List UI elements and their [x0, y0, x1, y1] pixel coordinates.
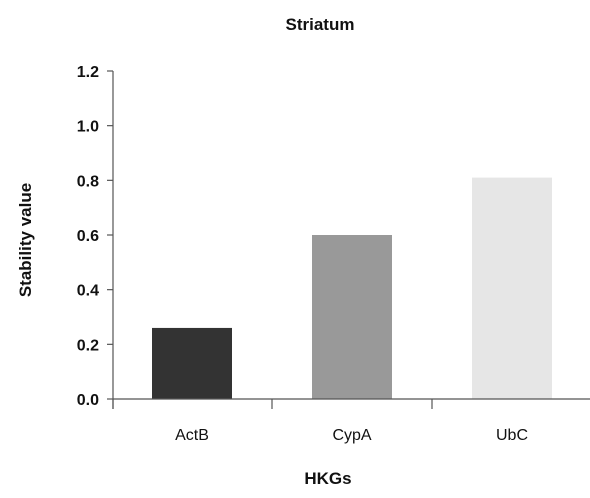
x-tick-label: CypA: [332, 427, 371, 444]
y-tick-label: 0.6: [77, 228, 99, 245]
y-tick-label: 1.0: [77, 119, 99, 136]
y-tick-label: 0.4: [77, 283, 99, 300]
bar-actb: [152, 327, 232, 399]
bar-ubc: [472, 177, 552, 399]
bar-cypa: [312, 235, 392, 399]
y-tick-label: 1.2: [77, 64, 99, 81]
x-axis-ticks: ActB CypA UbC: [112, 399, 528, 444]
x-axis-title: HKGs: [304, 469, 351, 488]
bar-series: [152, 177, 552, 399]
x-tick-label: UbC: [496, 427, 528, 444]
chart-title: Striatum: [286, 15, 355, 34]
y-tick-label: 0.8: [77, 173, 99, 190]
y-axis-ticks: 0.0 0.2 0.4 0.6 0.8 1.0 1.2: [77, 64, 113, 409]
y-tick-label: 0.0: [77, 392, 99, 409]
y-tick-label: 0.2: [77, 337, 99, 354]
x-tick-label: ActB: [175, 427, 209, 444]
y-axis-title: Stability value: [16, 183, 35, 297]
